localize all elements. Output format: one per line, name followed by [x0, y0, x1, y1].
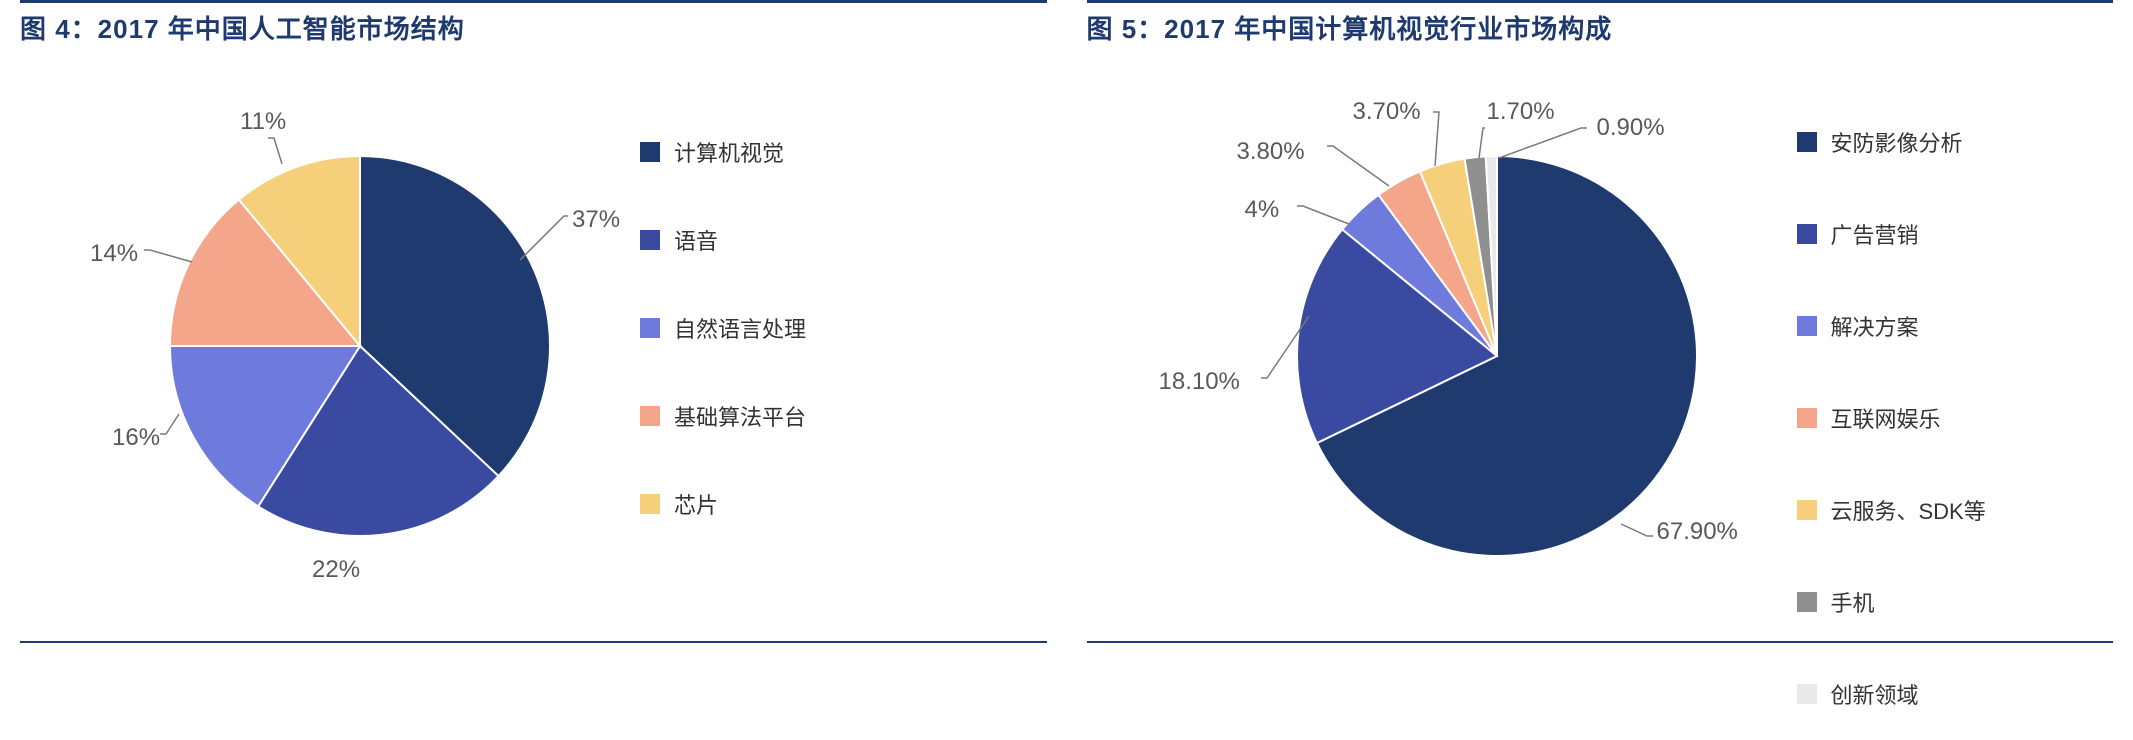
- legend-item-fig5-6: 创新领域: [1797, 678, 1986, 710]
- legend-label-fig5-2: 解决方案: [1831, 310, 1919, 342]
- leader-line-fig5-6: [1499, 128, 1587, 158]
- legend-item-fig4-4: 芯片: [640, 488, 806, 520]
- title-text-fig4: 图 4：2017 年中国人工智能市场结构: [20, 14, 465, 44]
- leader-line-fig4-0: [520, 216, 568, 260]
- title-text-fig5: 图 5：2017 年中国计算机视觉行业市场构成: [1087, 14, 1613, 44]
- legend-swatch-fig5-5: [1797, 592, 1817, 612]
- legend-label-fig4-1: 语音: [674, 224, 718, 256]
- panel-fig5: 图 5：2017 年中国计算机视觉行业市场构成 67.90% 18.10% 4% 3.…: [1067, 0, 2133, 657]
- leader-line-fig5-4: [1433, 112, 1439, 166]
- pct-label-fig4-2: 16%: [112, 424, 160, 452]
- legend-swatch-fig4-4: [640, 494, 660, 514]
- legend-item-fig4-0: 计算机视觉: [640, 136, 806, 168]
- pct-label-fig5-4: 3.70%: [1353, 98, 1421, 126]
- panel-fig4: 图 4：2017 年中国人工智能市场结构 37% 22% 16% 14% 11% 计算机视…: [0, 0, 1067, 657]
- pct-label-fig5-5: 1.70%: [1487, 98, 1555, 126]
- legend-item-fig4-2: 自然语言处理: [640, 312, 806, 344]
- legend-label-fig4-4: 芯片: [674, 488, 718, 520]
- leader-line-fig5-5: [1479, 128, 1485, 158]
- bottom-rule-fig5: [1087, 641, 2114, 643]
- legend-swatch-fig4-3: [640, 406, 660, 426]
- legend-item-fig5-5: 手机: [1797, 586, 1986, 618]
- legend-item-fig5-4: 云服务、SDK等: [1797, 494, 1986, 526]
- legend-fig5: 安防影像分析广告营销解决方案互联网娱乐云服务、SDK等手机创新领域: [1797, 126, 1986, 740]
- leader-line-fig5-2: [1297, 206, 1349, 224]
- chart-fig5: 67.90% 18.10% 4% 3.80% 3.70% 1.70% 0.90% 安防影像分析…: [1087, 46, 2114, 606]
- legend-fig4: 计算机视觉语音自然语言处理基础算法平台芯片: [640, 136, 806, 548]
- pct-label-fig4-4: 11%: [240, 108, 286, 136]
- legend-label-fig4-3: 基础算法平台: [674, 400, 806, 432]
- page: 图 4：2017 年中国人工智能市场结构 37% 22% 16% 14% 11% 计算机视…: [0, 0, 2133, 657]
- legend-item-fig5-2: 解决方案: [1797, 310, 1986, 342]
- pct-label-fig4-0: 37%: [572, 206, 620, 234]
- legend-item-fig4-1: 语音: [640, 224, 806, 256]
- legend-swatch-fig5-0: [1797, 132, 1817, 152]
- legend-label-fig5-5: 手机: [1831, 586, 1875, 618]
- legend-swatch-fig4-1: [640, 230, 660, 250]
- pct-label-fig5-3: 3.80%: [1237, 138, 1305, 166]
- bottom-rule-fig4: [20, 641, 1047, 643]
- legend-label-fig5-1: 广告营销: [1831, 218, 1919, 250]
- legend-swatch-fig4-0: [640, 142, 660, 162]
- legend-swatch-fig5-2: [1797, 316, 1817, 336]
- chart-fig4: 37% 22% 16% 14% 11% 计算机视觉语音自然语言处理基础算法平台芯片: [20, 46, 1047, 606]
- legend-label-fig5-4: 云服务、SDK等: [1831, 494, 1986, 526]
- leader-line-fig5-3: [1327, 146, 1389, 186]
- pct-label-fig4-3: 14%: [90, 240, 138, 268]
- legend-item-fig5-3: 互联网娱乐: [1797, 402, 1986, 434]
- leader-line-fig5-0: [1621, 524, 1653, 536]
- legend-item-fig5-1: 广告营销: [1797, 218, 1986, 250]
- leader-line-fig4-3: [144, 250, 192, 262]
- legend-swatch-fig5-3: [1797, 408, 1817, 428]
- pct-label-fig5-6: 0.90%: [1597, 114, 1665, 142]
- pct-label-fig5-1: 18.10%: [1159, 368, 1240, 396]
- pct-label-fig4-1: 22%: [312, 556, 360, 584]
- legend-label-fig4-0: 计算机视觉: [674, 136, 784, 168]
- legend-label-fig5-0: 安防影像分析: [1831, 126, 1963, 158]
- legend-swatch-fig5-1: [1797, 224, 1817, 244]
- legend-label-fig4-2: 自然语言处理: [674, 312, 806, 344]
- legend-label-fig5-6: 创新领域: [1831, 678, 1919, 710]
- leader-line-fig4-4: [268, 138, 282, 164]
- legend-swatch-fig5-6: [1797, 684, 1817, 704]
- pct-label-fig5-2: 4%: [1245, 196, 1280, 224]
- legend-item-fig5-0: 安防影像分析: [1797, 126, 1986, 158]
- legend-swatch-fig4-2: [640, 318, 660, 338]
- legend-item-fig4-3: 基础算法平台: [640, 400, 806, 432]
- legend-label-fig5-3: 互联网娱乐: [1831, 402, 1941, 434]
- legend-swatch-fig5-4: [1797, 500, 1817, 520]
- pie-svg-fig4: [20, 46, 1047, 606]
- leader-line-fig4-2: [160, 414, 179, 434]
- title-fig4: 图 4：2017 年中国人工智能市场结构: [20, 0, 1047, 46]
- title-fig5: 图 5：2017 年中国计算机视觉行业市场构成: [1087, 0, 2114, 46]
- pct-label-fig5-0: 67.90%: [1657, 518, 1738, 546]
